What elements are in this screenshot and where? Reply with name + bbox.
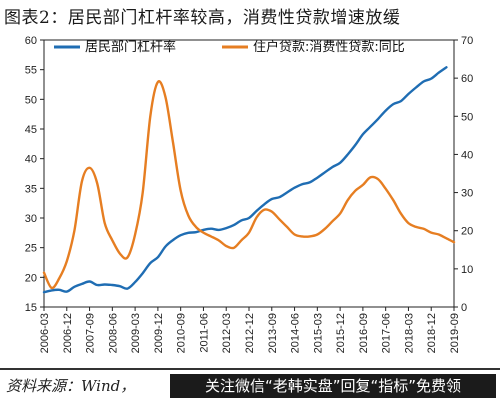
left-tick-label: 60	[25, 35, 37, 47]
left-tick-label: 30	[25, 213, 37, 225]
left-tick-label: 15	[25, 302, 37, 314]
right-tick-label: 20	[461, 226, 473, 238]
plot-frame	[43, 39, 455, 308]
x-tick-label: 2014-06	[290, 313, 302, 353]
x-tick-label: 2007-09	[85, 313, 97, 353]
promo-banner: 关注微信“老韩实盘”回复“指标”免费领	[170, 374, 496, 398]
x-tick-label: 2015-12	[335, 313, 347, 353]
x-tick-label: 2019-09	[449, 313, 461, 353]
x-tick-label: 2006-03	[39, 313, 51, 353]
x-axis-ticks: 2006-03 2006-12 2007-09 2008-06 2009-03 2009-…	[39, 307, 461, 353]
right-axis-ticks: 0 10 20 30 40 50 60 70	[454, 35, 473, 314]
left-tick-label: 20	[25, 272, 37, 284]
x-tick-label: 2010-09	[176, 313, 188, 353]
legend-label-consumer-loans: 住户贷款:消费性贷款:同比	[253, 39, 405, 55]
left-tick-label: 25	[25, 243, 37, 255]
x-tick-label: 2015-03	[312, 313, 324, 353]
right-tick-label: 70	[461, 35, 473, 47]
right-tick-label: 30	[461, 188, 473, 200]
x-tick-label: 2009-12	[153, 313, 165, 353]
left-tick-label: 35	[25, 183, 37, 195]
left-tick-label: 55	[25, 65, 37, 77]
x-tick-label: 2009-03	[130, 313, 142, 353]
x-tick-label: 2008-06	[107, 313, 119, 353]
x-tick-label: 2018-12	[426, 313, 438, 353]
x-tick-label: 2017-06	[381, 313, 393, 353]
x-tick-label: 2018-03	[403, 313, 415, 353]
chart-title: 图表2：居民部门杠杆率较高，消费性贷款增速放缓	[4, 8, 401, 28]
series-line-consumer-loans	[42, 80, 456, 290]
line-chart: 15 20 25 30 35 40 45 50 55 60 0 10 20 30 40 50 60 70 200…	[25, 35, 474, 353]
source-note: 资料来源：Wind，	[6, 377, 136, 395]
x-tick-label: 2011-06	[198, 313, 210, 353]
legend: 居民部门杠杆率 住户贷款:消费性贷款:同比	[54, 39, 405, 55]
x-tick-label: 2006-12	[62, 313, 74, 353]
right-tick-label: 60	[461, 73, 473, 85]
right-tick-label: 10	[461, 264, 473, 276]
x-tick-label: 2012-12	[244, 313, 256, 353]
series-line-leverage	[42, 66, 448, 294]
right-tick-label: 40	[461, 149, 473, 161]
right-tick-label: 0	[461, 302, 467, 314]
series-lines	[42, 66, 456, 294]
left-tick-label: 45	[25, 124, 37, 136]
legend-label-leverage: 居民部门杠杆率	[85, 39, 176, 55]
x-tick-label: 2012-03	[221, 313, 233, 353]
left-tick-label: 50	[25, 94, 37, 106]
left-tick-label: 40	[25, 154, 37, 166]
left-axis-ticks: 15 20 25 30 35 40 45 50 55 60	[25, 35, 44, 314]
x-tick-label: 2016-09	[358, 313, 370, 353]
footer-divider	[0, 368, 500, 370]
right-tick-label: 50	[461, 111, 473, 123]
x-tick-label: 2013-09	[267, 313, 279, 353]
